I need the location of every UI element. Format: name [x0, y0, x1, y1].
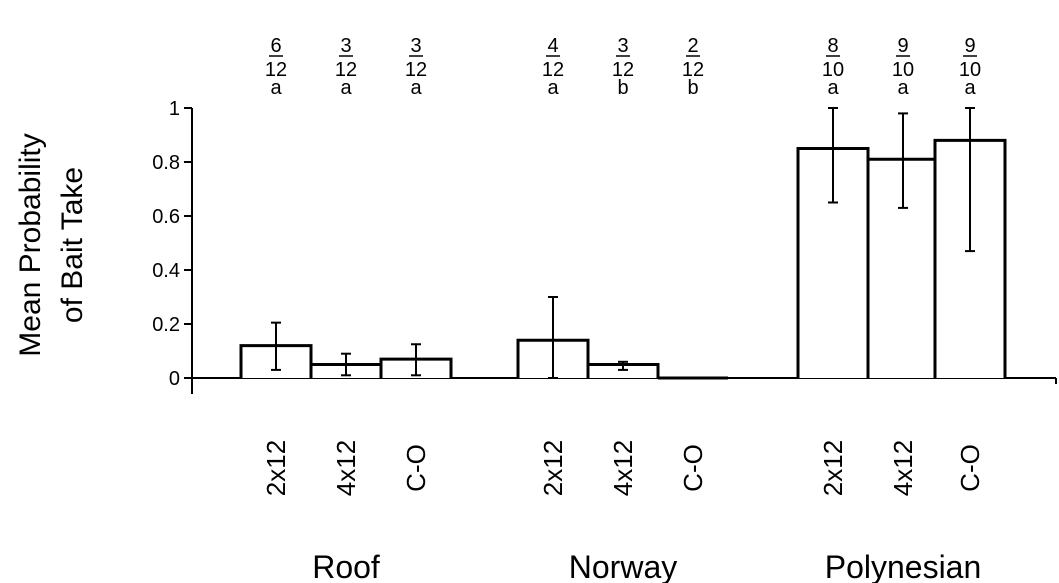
- y-tick-label: 0.8: [152, 152, 180, 174]
- group-label: Roof: [312, 549, 380, 583]
- significance-letter: a: [897, 77, 909, 99]
- fraction-denominator: 10: [959, 59, 981, 81]
- y-axis-label: Mean Probability of Bait Take: [14, 133, 89, 356]
- significance-letter: a: [964, 77, 976, 99]
- fraction-numerator: 6: [270, 35, 281, 57]
- labels-layer: 612a2x12312a4x12312aC-ORoof412a2x12312b4…: [261, 35, 985, 583]
- fraction-denominator: 12: [682, 59, 704, 81]
- y-tick-label: 0: [169, 368, 180, 390]
- significance-letter: a: [410, 77, 422, 99]
- fraction-denominator: 12: [612, 59, 634, 81]
- significance-letter: b: [687, 77, 698, 99]
- category-label: 4x12: [888, 440, 918, 496]
- fraction-denominator: 12: [335, 59, 357, 81]
- fraction-numerator: 3: [340, 35, 351, 57]
- fraction-numerator: 3: [617, 35, 628, 57]
- significance-letter: a: [340, 77, 352, 99]
- fraction-numerator: 9: [964, 35, 975, 57]
- y-axis-label-line-1: Mean Probability: [14, 133, 47, 356]
- significance-letter: a: [270, 77, 282, 99]
- category-label: 4x12: [608, 440, 638, 496]
- bars-layer: [239, 107, 1007, 380]
- y-tick-label: 1: [169, 98, 180, 120]
- fraction-denominator: 12: [542, 59, 564, 81]
- fraction-denominator: 12: [405, 59, 427, 81]
- fraction-numerator: 9: [897, 35, 908, 57]
- significance-letter: b: [617, 77, 628, 99]
- category-label: 4x12: [331, 440, 361, 496]
- category-label: 2x12: [818, 440, 848, 496]
- fraction-denominator: 10: [892, 59, 914, 81]
- category-label: C-O: [401, 444, 431, 492]
- y-axis-label-line-2: of Bait Take: [56, 167, 89, 323]
- category-label: 2x12: [538, 440, 568, 496]
- fraction-numerator: 4: [547, 35, 558, 57]
- fraction-numerator: 2: [687, 35, 698, 57]
- significance-letter: a: [827, 77, 839, 99]
- group-label: Norway: [569, 549, 677, 583]
- y-tick-label: 0.2: [152, 314, 180, 336]
- y-tick-label: 0.6: [152, 206, 180, 228]
- group-label: Polynesian: [825, 549, 982, 583]
- y-tick-label: 0.4: [152, 260, 180, 282]
- fraction-denominator: 10: [822, 59, 844, 81]
- fraction-denominator: 12: [265, 59, 287, 81]
- fraction-numerator: 3: [410, 35, 421, 57]
- significance-letter: a: [547, 77, 559, 99]
- fraction-numerator: 8: [827, 35, 838, 57]
- category-label: C-O: [955, 444, 985, 492]
- category-label: 2x12: [261, 440, 291, 496]
- category-label: C-O: [678, 444, 708, 492]
